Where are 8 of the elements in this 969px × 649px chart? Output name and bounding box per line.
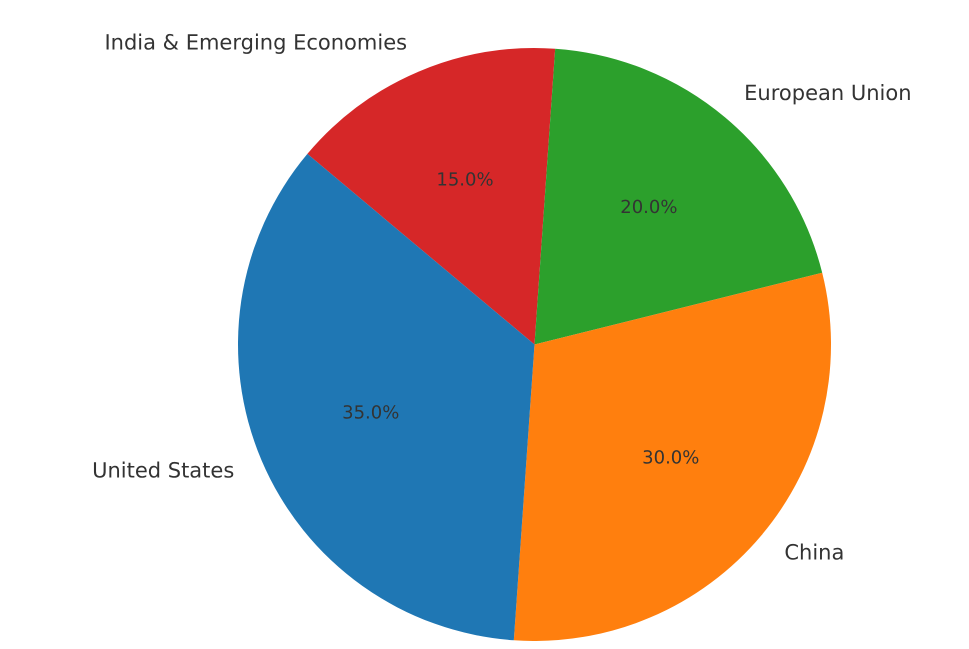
data-label: 20.0% xyxy=(620,196,678,218)
slice-label: India & Emerging Economies xyxy=(104,30,408,55)
slice-label: China xyxy=(784,540,844,565)
data-label: 30.0% xyxy=(642,448,700,469)
slice-label: European Union xyxy=(744,81,912,106)
data-label: 15.0% xyxy=(436,169,494,190)
data-label: 35.0% xyxy=(342,402,400,424)
slice-label: United States xyxy=(92,458,234,482)
